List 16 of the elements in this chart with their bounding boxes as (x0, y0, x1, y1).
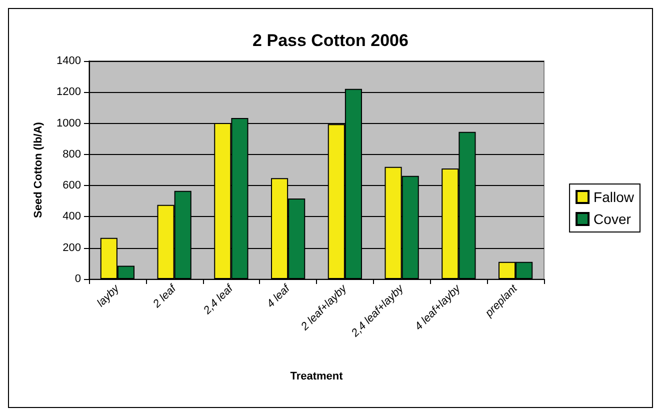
chart-title: 2 Pass Cotton 2006 (252, 31, 408, 50)
y-tick-label: 1400 (56, 55, 81, 67)
x-tick-label: 2,4 leaf (200, 282, 236, 318)
y-axis-title: Seed Cotton (lb/A) (32, 122, 44, 218)
x-axis-title: Treatment (290, 370, 344, 382)
y-tick-label: 400 (62, 210, 81, 223)
y-tick-label: 800 (62, 148, 81, 160)
x-tick-label: 2 leaf (150, 282, 180, 311)
legend-label: Fallow (594, 189, 635, 205)
y-tick-label: 200 (62, 242, 81, 254)
y-tick-label: 1000 (56, 117, 81, 130)
y-tick-label: 0 (74, 273, 81, 285)
x-tick-label: 4 leaf (264, 282, 293, 310)
y-tick-label: 1200 (56, 86, 81, 98)
legend-label: Cover (594, 211, 632, 227)
y-tick-label: 600 (62, 180, 81, 192)
